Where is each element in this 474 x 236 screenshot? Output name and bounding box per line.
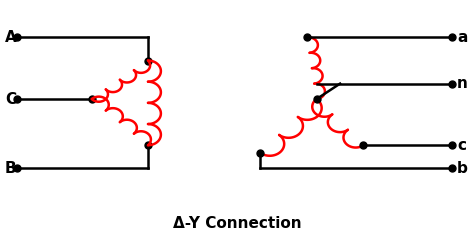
- Text: n: n: [457, 76, 468, 91]
- Text: Δ-Y Connection: Δ-Y Connection: [173, 216, 301, 232]
- Text: a: a: [457, 30, 467, 45]
- Text: b: b: [457, 161, 468, 176]
- Text: B: B: [5, 161, 17, 176]
- Text: c: c: [457, 138, 466, 153]
- Text: C: C: [5, 92, 16, 106]
- Text: A: A: [5, 30, 17, 45]
